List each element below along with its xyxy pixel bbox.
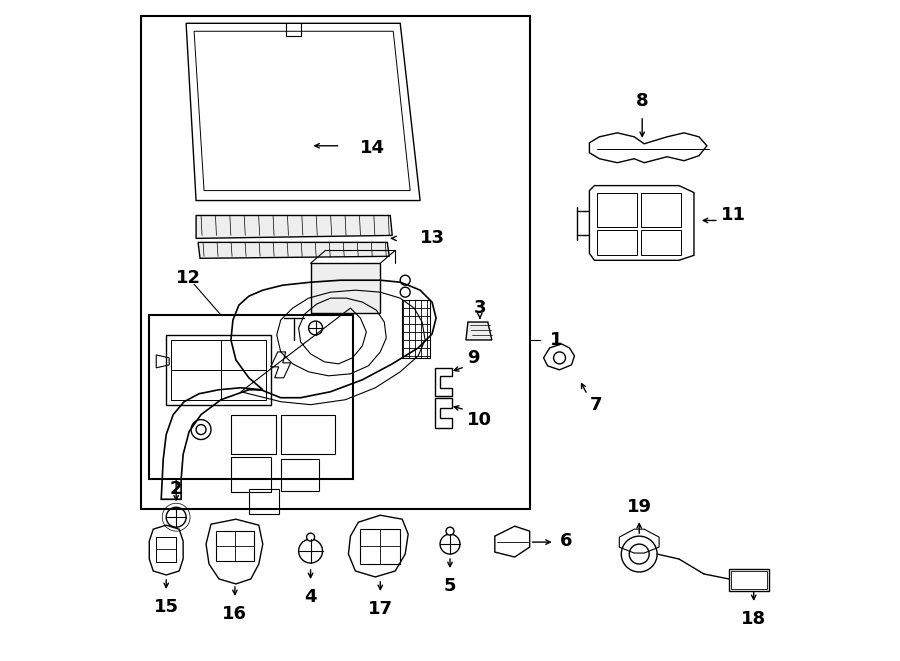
Bar <box>231 457 271 492</box>
Bar <box>149 315 354 479</box>
Bar <box>641 231 681 255</box>
Text: 4: 4 <box>304 588 317 606</box>
Bar <box>360 529 400 564</box>
Text: 19: 19 <box>626 498 652 516</box>
Text: 18: 18 <box>742 610 766 628</box>
Circle shape <box>446 527 454 535</box>
Bar <box>248 489 279 514</box>
Bar <box>310 263 381 313</box>
Bar <box>166 335 271 405</box>
Bar <box>281 459 319 491</box>
Text: 11: 11 <box>721 206 746 225</box>
Bar <box>171 340 266 400</box>
Bar <box>402 300 430 358</box>
Bar <box>281 414 336 455</box>
Text: 6: 6 <box>560 532 572 550</box>
Bar <box>157 537 176 562</box>
Text: 7: 7 <box>590 396 602 414</box>
Text: 17: 17 <box>368 600 392 618</box>
Bar <box>641 192 681 227</box>
Bar <box>231 414 275 455</box>
Text: 10: 10 <box>467 410 492 428</box>
Polygon shape <box>196 215 392 239</box>
Bar <box>216 531 254 561</box>
Text: 15: 15 <box>154 598 179 616</box>
Text: 13: 13 <box>420 229 446 247</box>
Text: 14: 14 <box>360 139 385 157</box>
Polygon shape <box>198 243 390 258</box>
Bar <box>141 17 530 509</box>
Text: 16: 16 <box>222 605 248 623</box>
Polygon shape <box>466 322 491 340</box>
Bar <box>731 571 767 589</box>
Text: 8: 8 <box>636 92 649 110</box>
Text: 2: 2 <box>170 481 183 498</box>
Text: 5: 5 <box>444 577 456 595</box>
Text: 12: 12 <box>176 269 202 288</box>
Circle shape <box>307 533 315 541</box>
Bar <box>598 231 637 255</box>
Bar <box>729 569 769 591</box>
Text: 1: 1 <box>550 331 562 349</box>
Text: 3: 3 <box>473 299 486 317</box>
Bar <box>598 192 637 227</box>
Circle shape <box>309 321 322 335</box>
Text: 9: 9 <box>467 349 480 367</box>
